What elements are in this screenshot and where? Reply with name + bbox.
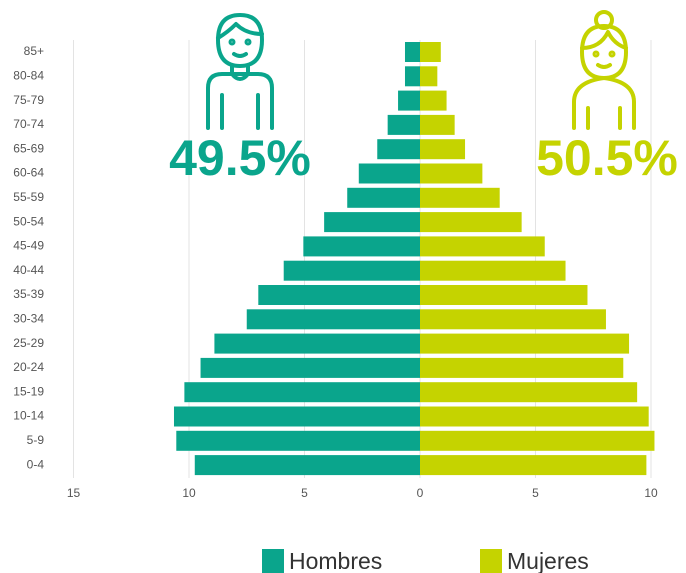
bar <box>214 333 420 354</box>
bar <box>303 236 420 257</box>
male-percent: 49.5% <box>169 130 311 186</box>
grid-layer: 15 10 5 0 5 10 85+ 80-84 75-79 70-74 65-69 60-64 55-… <box>13 40 658 500</box>
y-tick-label: 20-24 <box>13 360 44 374</box>
y-tick-label: 65-69 <box>13 141 44 155</box>
bar <box>176 430 420 451</box>
legend-swatch <box>480 549 502 573</box>
woman-icon <box>572 10 636 130</box>
bar <box>404 42 420 62</box>
bar <box>358 163 420 184</box>
bar <box>420 382 638 403</box>
bar <box>420 90 447 111</box>
bar <box>398 90 420 111</box>
bar <box>283 260 420 281</box>
bar <box>420 430 655 451</box>
legend-swatch <box>262 549 284 573</box>
y-tick-label: 60-64 <box>13 166 44 180</box>
y-tick-label: 55-59 <box>13 190 44 204</box>
y-tick-label: 25-29 <box>13 336 44 350</box>
y-tick-label: 5-9 <box>27 433 45 447</box>
bar <box>420 66 438 87</box>
bar-layer <box>173 42 655 476</box>
bar <box>420 163 483 184</box>
y-tick-label: 70-74 <box>13 117 44 131</box>
bar <box>200 357 420 378</box>
legend-label: Hombres <box>289 548 382 573</box>
bar <box>420 406 649 427</box>
x-tick-label: 0 <box>417 486 424 500</box>
bar <box>404 66 420 87</box>
legend-label: Mujeres <box>507 548 589 573</box>
bar <box>347 187 420 208</box>
y-tick-label: 45-49 <box>13 239 44 253</box>
y-tick-label: 0-4 <box>27 457 45 471</box>
x-tick-label: 10 <box>644 486 658 500</box>
y-tick-label: 50-54 <box>13 214 44 228</box>
bar <box>420 357 624 378</box>
y-tick-label: 85+ <box>24 44 44 58</box>
bar <box>420 236 545 257</box>
bar <box>420 42 441 62</box>
y-tick-label: 30-34 <box>13 311 44 325</box>
bar <box>173 406 420 427</box>
bar <box>387 114 420 135</box>
x-tick-label: 10 <box>182 486 196 500</box>
bar <box>420 455 647 476</box>
bar <box>420 212 522 233</box>
bar <box>246 309 420 330</box>
bar <box>420 187 500 208</box>
y-tick-label: 40-44 <box>13 263 44 277</box>
female-percent: 50.5% <box>536 130 678 186</box>
man-icon <box>206 13 274 130</box>
y-tick-label: 15-19 <box>13 384 44 398</box>
bar <box>420 309 606 330</box>
bar <box>420 260 566 281</box>
bar <box>194 455 420 476</box>
legend: Hombres Mujeres <box>262 548 589 573</box>
bar <box>420 114 455 135</box>
y-tick-label: 80-84 <box>13 68 44 82</box>
bar <box>258 285 420 305</box>
x-tick-label: 5 <box>532 486 539 500</box>
bar <box>184 382 420 403</box>
x-tick-label: 5 <box>301 486 308 500</box>
bar <box>377 139 420 160</box>
y-tick-label: 75-79 <box>13 93 44 107</box>
bar <box>420 333 630 354</box>
y-tick-label: 10-14 <box>13 409 44 423</box>
bar <box>420 285 588 305</box>
x-tick-label: 15 <box>67 486 81 500</box>
bar <box>324 212 420 233</box>
bar <box>420 139 466 160</box>
y-tick-label: 35-39 <box>13 287 44 301</box>
